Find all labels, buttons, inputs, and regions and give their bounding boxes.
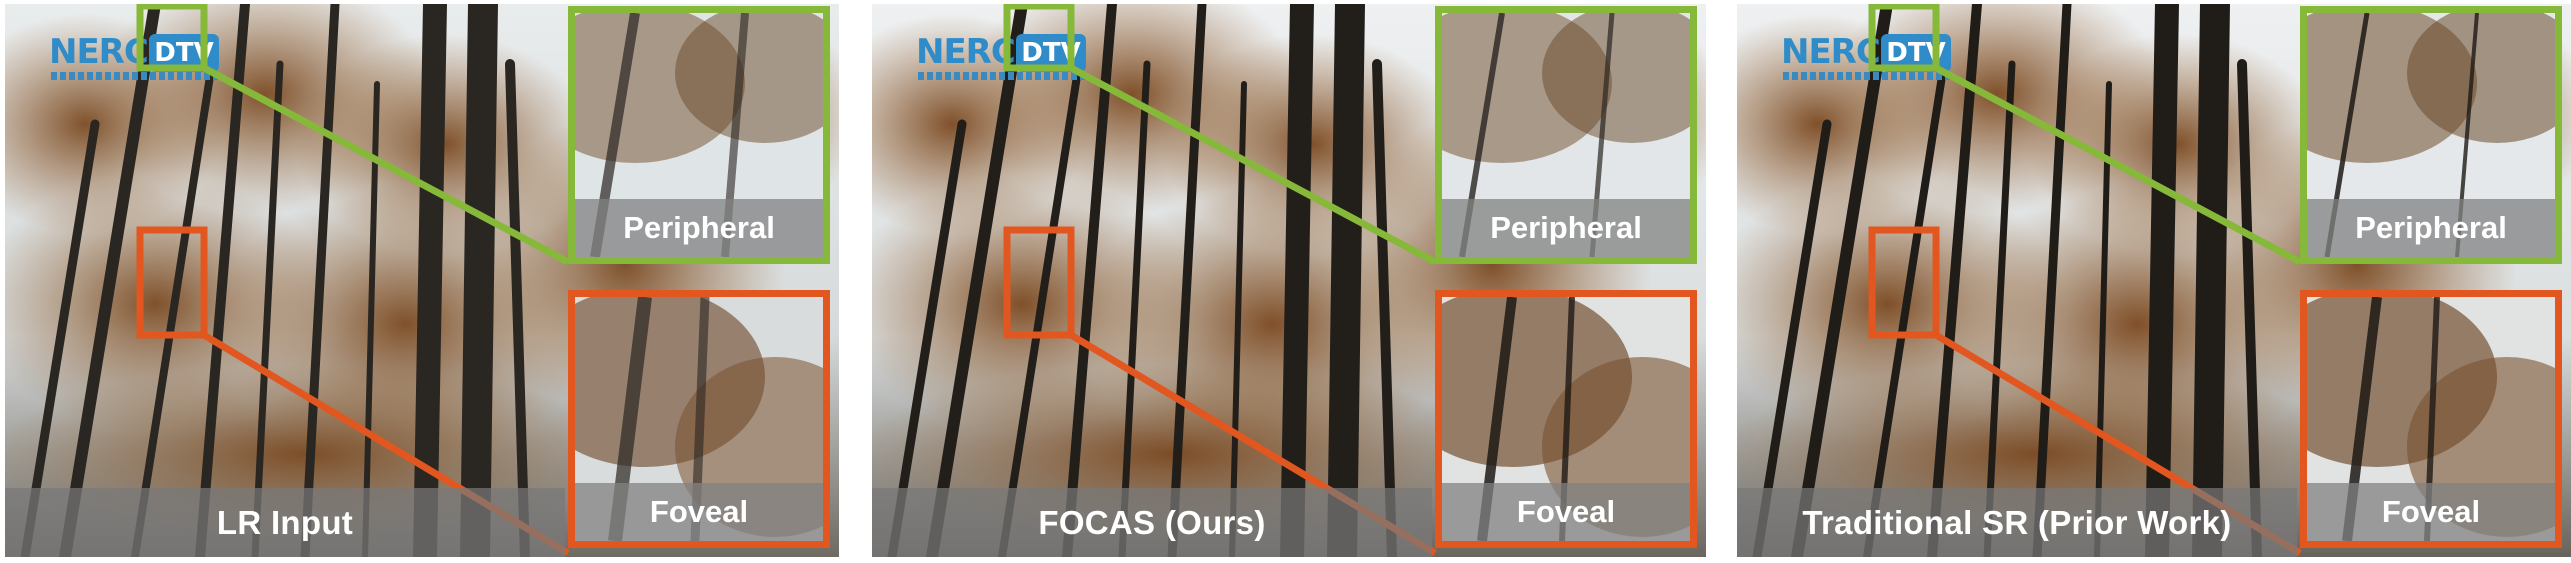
zoom-label-peripheral: Peripheral (2355, 210, 2507, 245)
zoom-label-background (1442, 199, 1690, 257)
image-panel-focas: NERC DTV FOCAS (Ours) Peripheral Fov (872, 4, 1706, 557)
foveal-zoom-inset: Foveal (568, 290, 830, 548)
peripheral-zoom-inset: Peripheral (2300, 6, 2562, 264)
logo-text: NERC (1781, 32, 1881, 72)
panel-caption: FOCAS (Ours) (1038, 504, 1266, 541)
caption-background (5, 488, 565, 557)
logo-subtitle-stripe (918, 72, 1086, 80)
zoom-label-background (2307, 483, 2555, 541)
caption-background (1737, 488, 2297, 557)
zoom-label-foveal: Foveal (649, 494, 749, 529)
zoom-label-background (2307, 199, 2555, 257)
zoom-label-foveal: Foveal (2381, 494, 2481, 529)
zoom-label-background (575, 483, 823, 541)
zoom-label-peripheral: Peripheral (623, 210, 775, 245)
zoom-label-background (575, 199, 823, 257)
logo-text: NERC (916, 32, 1016, 72)
foveal-zoom-inset: Foveal (2300, 290, 2562, 548)
panel-caption: Traditional SR (Prior Work) (1802, 504, 2232, 541)
zoom-label-peripheral: Peripheral (1490, 210, 1642, 245)
logo-text: NERC (49, 32, 149, 72)
peripheral-zoom-inset: Peripheral (1435, 6, 1697, 264)
image-panel-lr-input: NERC DTV LR Input Peripheral Foveal (5, 4, 839, 557)
logo-subtitle-stripe (1783, 72, 1951, 80)
image-panel-traditional-sr: NERC DTV Traditional SR (Prior Work) Per… (1737, 4, 2571, 557)
peripheral-zoom-inset: Peripheral (568, 6, 830, 264)
panel-caption: LR Input (216, 504, 354, 541)
foveal-zoom-inset: Foveal (1435, 290, 1697, 548)
zoom-label-foveal: Foveal (1516, 494, 1616, 529)
zoom-label-background (1442, 483, 1690, 541)
logo-subtitle-stripe (51, 72, 219, 80)
caption-background (872, 488, 1432, 557)
